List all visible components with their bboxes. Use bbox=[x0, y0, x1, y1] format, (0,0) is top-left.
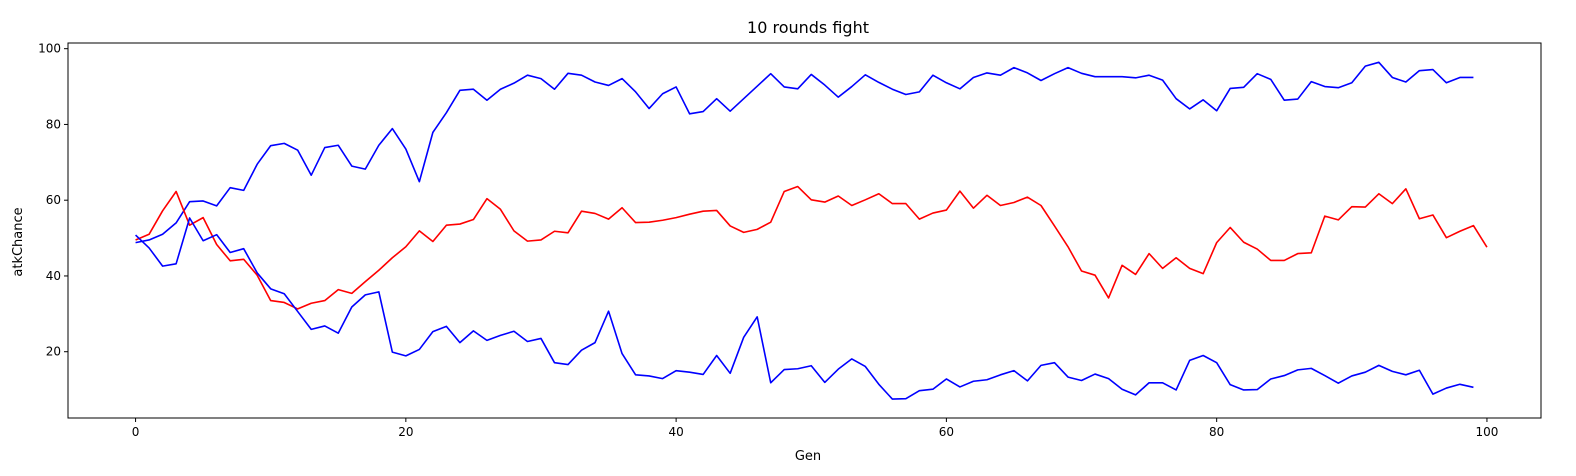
chart-title: 10 rounds fight bbox=[747, 18, 869, 37]
y-axis-title: atkChance bbox=[11, 207, 26, 276]
plot-frame bbox=[67, 42, 1542, 419]
x-tick-label: 40 bbox=[668, 425, 683, 439]
series-line-2 bbox=[135, 185, 1488, 310]
x-tick-label: 0 bbox=[132, 425, 140, 439]
x-axis-title: Gen bbox=[795, 449, 821, 464]
y-tick-label: 80 bbox=[46, 117, 61, 131]
ticks-layer: 0 20 40 60 80 100 20 40 60 80 100 bbox=[38, 42, 1498, 439]
x-tick-label: 80 bbox=[1209, 425, 1224, 439]
y-tick-label: 100 bbox=[38, 42, 61, 56]
y-tick-label: 60 bbox=[46, 193, 61, 207]
y-tick-label: 20 bbox=[46, 345, 61, 359]
x-tick-label: 100 bbox=[1475, 425, 1498, 439]
series-line-1 bbox=[135, 61, 1474, 244]
series-line-3 bbox=[135, 217, 1474, 400]
y-tick-label: 40 bbox=[46, 269, 61, 283]
series-layer bbox=[135, 61, 1488, 400]
x-tick-label: 60 bbox=[939, 425, 954, 439]
x-tick-label: 20 bbox=[398, 425, 413, 439]
